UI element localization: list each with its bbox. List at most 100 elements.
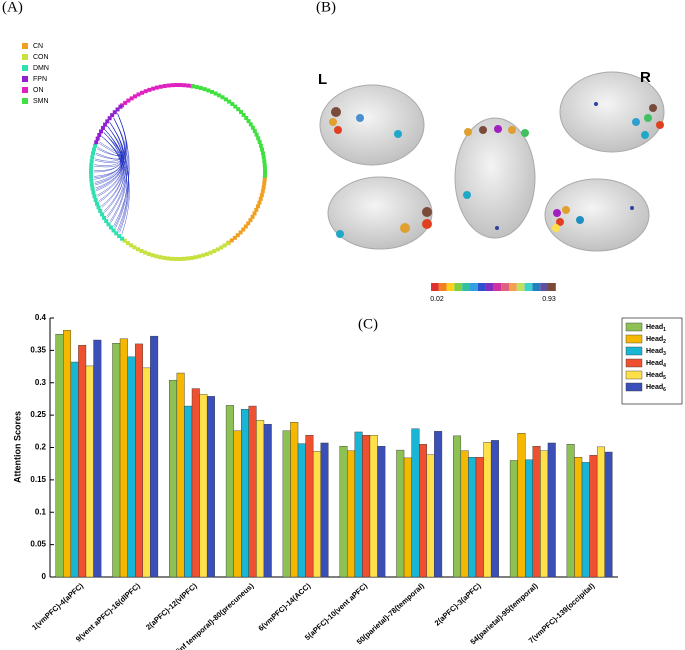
circle-node: [98, 208, 103, 213]
circle-node: [241, 227, 246, 232]
circle-node: [143, 89, 148, 94]
bar: [256, 420, 265, 578]
circle-node: [170, 83, 175, 88]
circle-node: [227, 99, 232, 104]
brain-views: L R 0.02 0.93: [318, 69, 665, 303]
circle-node: [94, 140, 99, 145]
bar: [225, 405, 234, 578]
bar: [354, 431, 363, 578]
circle-node: [89, 174, 94, 179]
circle-node: [257, 139, 262, 144]
circle-node: [254, 132, 259, 137]
bar: [453, 435, 462, 578]
circle-node: [212, 249, 217, 254]
bar: [150, 335, 159, 578]
circle-node: [154, 254, 159, 259]
circle-node: [198, 86, 203, 91]
x-tick-label: 9(vent aPFC)-16(dlPFC): [74, 581, 142, 644]
colorbar-cell: [524, 283, 533, 291]
connection: [93, 117, 125, 173]
circle-node: [215, 247, 220, 252]
bar: [596, 446, 605, 578]
bar: [282, 430, 291, 578]
circle-node: [143, 250, 148, 255]
bar: [604, 451, 613, 578]
bar: [540, 450, 549, 578]
circle-node: [90, 186, 95, 191]
circle-node: [104, 219, 109, 224]
circle-node: [197, 254, 202, 259]
bar: [78, 344, 87, 578]
circle-node: [140, 90, 145, 95]
legend-swatch: [625, 322, 643, 332]
circle-node: [151, 86, 156, 91]
brain-medial-right: [544, 178, 650, 252]
bar: [490, 440, 499, 578]
circle-node: [146, 251, 151, 256]
circle-node: [107, 116, 112, 121]
bar: [475, 457, 484, 578]
legend-swatch: [22, 87, 28, 93]
colorbar-cell: [548, 283, 556, 291]
circle-node: [95, 136, 100, 141]
panel-label: (C): [358, 316, 378, 332]
circle-node: [123, 100, 128, 105]
bar: [85, 365, 94, 578]
circle-node: [262, 174, 267, 179]
brain-right: [559, 71, 665, 153]
circle-node: [189, 255, 194, 260]
bar: [93, 339, 102, 578]
circle-node: [220, 95, 225, 100]
circle-node: [261, 185, 266, 190]
circle-node: [139, 248, 144, 253]
circle-node: [260, 151, 265, 156]
circle-node: [252, 211, 257, 216]
circle-node: [115, 107, 120, 112]
circle-node: [229, 238, 234, 243]
legend-label: FPN: [33, 76, 47, 83]
bar: [403, 457, 412, 578]
bar: [547, 442, 556, 578]
circle-node: [89, 159, 94, 164]
brain-left: [319, 84, 425, 166]
legend-swatch: [625, 370, 643, 380]
circle-node: [96, 205, 101, 210]
circle-node: [129, 243, 134, 248]
bar: [248, 405, 257, 578]
circle-node: [129, 96, 134, 101]
colorbar-cell: [446, 283, 455, 291]
circle-node: [90, 155, 95, 160]
x-tick-label: 5(aPFC)-10(vent aPFC): [303, 581, 369, 642]
bar: [142, 367, 151, 578]
circle-node: [250, 214, 255, 219]
circle-node: [246, 221, 251, 226]
bar: [509, 460, 518, 578]
circle-node: [194, 85, 199, 90]
y-tick-label: 0.1: [35, 507, 47, 516]
circle-node: [262, 181, 267, 186]
circle-node: [262, 166, 267, 171]
circle-node: [133, 94, 138, 99]
circle-node: [254, 207, 259, 212]
circle-node: [89, 170, 94, 175]
legend-label: CON: [33, 54, 49, 61]
circle-node: [257, 200, 262, 205]
circle-node: [248, 218, 253, 223]
bar: [63, 330, 72, 578]
circle-node: [122, 238, 127, 243]
circle-node: [193, 255, 198, 260]
colorbar-cell: [462, 283, 470, 291]
circle-node: [91, 147, 96, 152]
circle-node: [261, 155, 266, 160]
circle-node: [89, 182, 94, 187]
circle-node: [238, 230, 243, 235]
circle-node: [91, 190, 96, 195]
x-tick-label: 7(vmPFC)-139(occipital): [527, 581, 597, 645]
circle-node: [262, 177, 267, 182]
circle-node: [114, 231, 119, 236]
bar: [426, 454, 435, 578]
circle-node: [262, 163, 267, 168]
circle-node: [206, 88, 211, 93]
bar-chart: 0 0.05 0.1 0.15 0.2 0.25 0.3 0.35 0.4 1(vmPFC)-4(…: [30, 313, 683, 650]
